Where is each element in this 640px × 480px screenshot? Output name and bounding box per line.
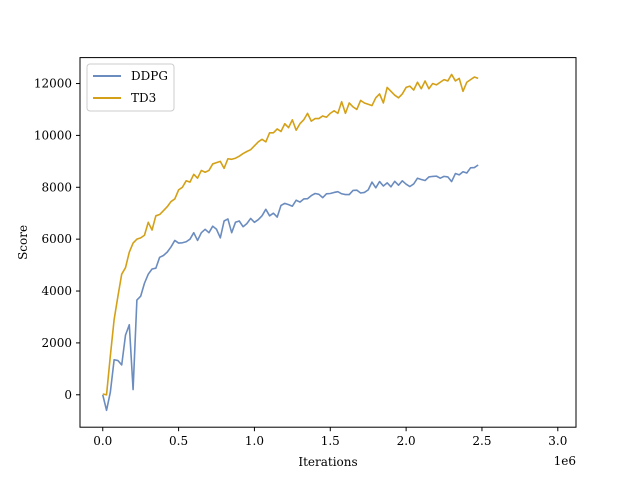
x-tick-label: 0.0 bbox=[93, 434, 112, 448]
x-tick-label: 3.0 bbox=[548, 434, 567, 448]
x-axis-offset-label: 1e6 bbox=[554, 454, 576, 468]
legend-label-ddpg: DDPG bbox=[131, 69, 168, 83]
x-tick-label: 2.0 bbox=[397, 434, 416, 448]
y-tick-label: 10000 bbox=[34, 128, 72, 142]
y-axis-label: Score bbox=[16, 225, 30, 260]
x-tick-label: 0.5 bbox=[169, 434, 188, 448]
legend-label-td3: TD3 bbox=[131, 91, 156, 105]
x-tick-label: 2.5 bbox=[472, 434, 491, 448]
y-tick-label: 12000 bbox=[34, 77, 72, 91]
axis-ticks: 0.0 0.5 1.0 1.5 2.0 2.5 3.0 0 2000 4000 6000 8000 10… bbox=[34, 77, 568, 449]
plot-frame bbox=[79, 57, 577, 428]
legend: DDPG TD3 bbox=[86, 63, 175, 112]
y-tick-label: 2000 bbox=[41, 336, 72, 350]
y-tick-label: 4000 bbox=[41, 284, 72, 298]
y-tick-label: 6000 bbox=[41, 232, 72, 246]
x-axis-label: Iterations bbox=[298, 455, 357, 469]
series-line-td3 bbox=[102, 73, 479, 396]
x-tick-label: 1.5 bbox=[321, 434, 340, 448]
plot-lines bbox=[101, 73, 479, 412]
x-tick-label: 1.0 bbox=[245, 434, 264, 448]
series-line-ddpg bbox=[101, 164, 479, 412]
y-tick-label: 0 bbox=[64, 388, 72, 402]
y-tick-label: 8000 bbox=[41, 180, 72, 194]
